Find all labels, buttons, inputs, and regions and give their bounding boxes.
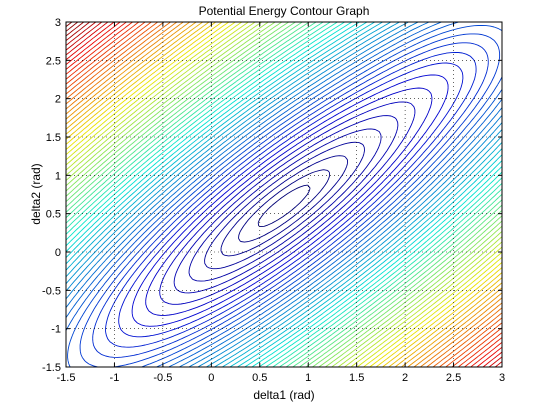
x-tick-label: -1	[110, 372, 120, 384]
contour-level	[66, 22, 502, 367]
contour-level	[92, 42, 489, 358]
contour-level	[66, 22, 502, 367]
y-tick-label: 2	[55, 94, 61, 106]
contour-level	[66, 22, 79, 32]
x-tick-label: -1.5	[57, 372, 76, 384]
contour-level	[145, 87, 433, 316]
contour-level	[66, 22, 502, 367]
contour-level	[66, 22, 502, 367]
contour-level	[66, 22, 502, 367]
contour-level	[66, 22, 502, 367]
contour-level	[66, 22, 502, 367]
contour-level	[66, 22, 502, 367]
contour-level	[105, 51, 477, 348]
y-tick-label: -1.5	[42, 362, 61, 374]
contour-level	[66, 22, 502, 367]
contour-level	[66, 22, 502, 367]
y-axis-label: delta2 (rad)	[29, 163, 43, 224]
contour-level	[204, 141, 365, 270]
x-ticks: -1.5 -1 -0.5 0 0.5 1 1.5 2 2.5 3	[57, 22, 505, 384]
x-tick-label: 0	[208, 372, 214, 384]
contour-level	[66, 22, 502, 367]
contour-level	[66, 22, 502, 367]
contour-level	[67, 24, 502, 367]
y-tick-label: -1	[51, 324, 61, 336]
contour-level	[66, 22, 90, 41]
grid-lines	[66, 22, 502, 367]
contour-level	[238, 169, 331, 243]
y-tick-label: 2.5	[46, 55, 61, 67]
y-tick-label: 0.5	[46, 209, 61, 221]
y-tick-label: 0	[55, 247, 61, 259]
contour-lines	[66, 22, 502, 367]
y-tick-label: 1.5	[46, 132, 61, 144]
contour-level	[66, 22, 502, 367]
contour-level	[66, 22, 502, 367]
contour-level	[66, 22, 502, 367]
contour-level	[159, 101, 416, 305]
y-tick-label: -0.5	[42, 285, 61, 297]
y-tick-label: 1	[55, 170, 61, 182]
contour-level	[66, 22, 502, 367]
chart-title: Potential Energy Contour Graph	[199, 4, 370, 18]
contour-level	[66, 22, 84, 37]
x-tick-label: -0.5	[153, 372, 172, 384]
y-tick-label: 3	[55, 17, 61, 29]
x-tick-label: 3	[499, 372, 505, 384]
contour-level	[66, 22, 502, 367]
contour-level	[66, 22, 502, 367]
x-tick-label: 2	[402, 372, 408, 384]
contour-level	[66, 22, 502, 367]
y-ticks: -1.5 -1 -0.5 0 0.5 1 1.5 2 2.5 3	[42, 17, 502, 374]
contour-level	[66, 22, 502, 367]
contour-level	[66, 22, 502, 367]
x-axis-label: delta1 (rad)	[253, 388, 314, 402]
contour-level	[79, 33, 501, 367]
contour-level	[66, 22, 502, 367]
plot-frame	[65, 21, 503, 368]
contour-level	[131, 74, 449, 327]
contour-level	[66, 22, 502, 367]
contour-level	[220, 155, 349, 257]
contour-level	[66, 22, 502, 367]
contour-level	[66, 22, 502, 367]
x-tick-label: 2.5	[446, 372, 461, 384]
x-tick-label: 0.5	[252, 372, 267, 384]
contour-level	[257, 184, 311, 228]
contour-level	[66, 22, 502, 367]
contour-level	[188, 128, 382, 282]
x-tick-label: 1	[305, 372, 311, 384]
contour-level	[66, 22, 502, 367]
contour-level	[173, 115, 399, 294]
contour-level	[118, 62, 464, 338]
contour-level	[66, 22, 502, 367]
contour-level	[66, 22, 502, 367]
x-tick-label: 1.5	[349, 372, 364, 384]
